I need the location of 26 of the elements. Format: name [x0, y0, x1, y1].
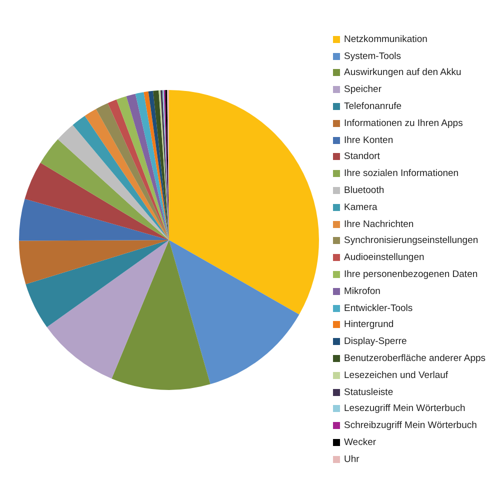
legend-label: Display-Sperre	[344, 336, 407, 348]
legend-label: Speicher	[344, 84, 382, 96]
legend-label: Bluetooth	[344, 185, 384, 196]
legend-label: Netzkommunikation	[344, 34, 428, 45]
legend-label: Lesezeichen und Verlauf	[344, 370, 448, 381]
legend-label: Standort	[344, 151, 380, 162]
legend-label: Auswirkungen auf den Akku	[344, 67, 462, 78]
legend-label: Wecker	[344, 437, 376, 448]
legend-label: System-Tools	[344, 50, 402, 62]
legend-label: Telefonanrufe	[344, 101, 402, 112]
legend-label: Synchronisierungseinstellungen	[344, 235, 478, 246]
legend-label: Benutzeroberfläche anderer Apps	[344, 353, 486, 364]
legend-label: Ihre Konten	[344, 134, 394, 146]
legend-label: Entwickler-Tools	[344, 302, 413, 314]
legend-label: Mikrofon	[344, 286, 380, 297]
legend-label: Informationen zu Ihren Apps	[344, 118, 463, 129]
legend-label: Audioeinstellungen	[344, 252, 424, 264]
legend-label: Kamera	[344, 202, 378, 213]
legend-label: Schreibzugriff Mein Wörterbuch	[344, 420, 477, 432]
legend-label: Ihre sozialen Informationen	[344, 168, 459, 180]
legend-label: Uhr	[344, 454, 360, 465]
legend-label: Hintergrund	[344, 319, 394, 330]
legend-label: Ihre personenbezogenen Daten	[344, 269, 478, 280]
legend-label: Statusleiste	[344, 386, 394, 398]
legend-label: Lesezugriff Mein Wörterbuch	[344, 403, 466, 414]
legend-label: Ihre Nachrichten	[344, 218, 414, 230]
